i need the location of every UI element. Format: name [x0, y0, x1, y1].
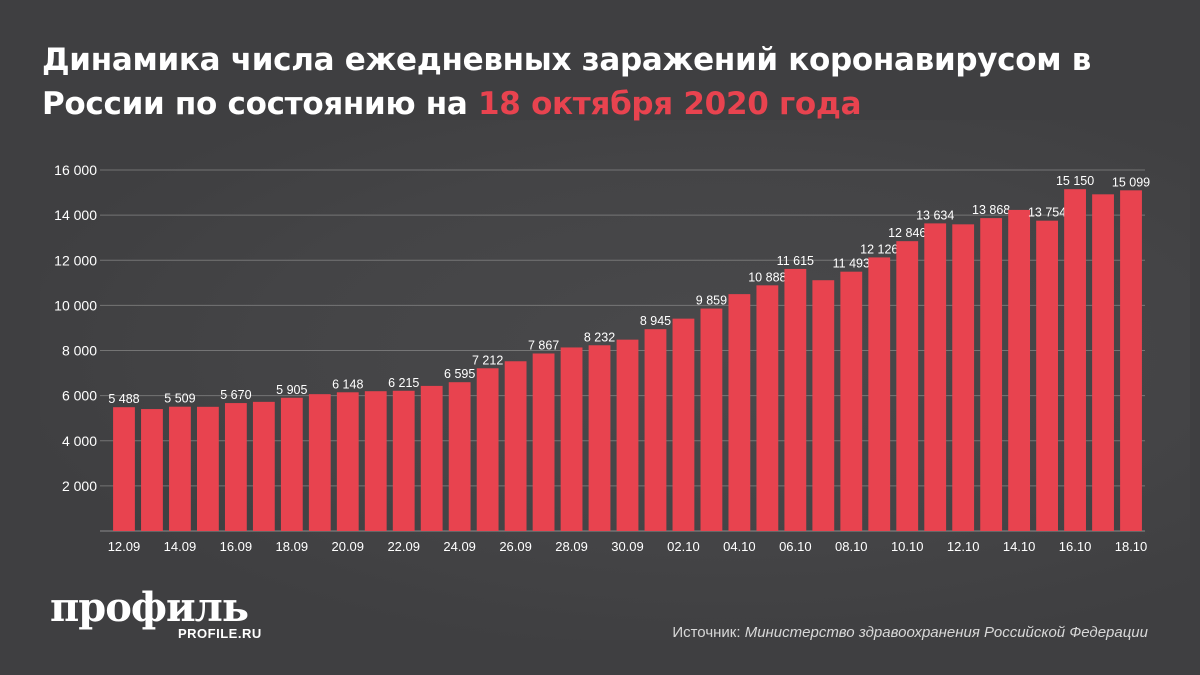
data-label: 12 846 [888, 226, 926, 240]
bar-02.10 [672, 318, 695, 531]
data-label: 13 754 [1028, 206, 1066, 220]
x-tick-label: 20.09 [331, 539, 364, 554]
bar-13.09 [141, 409, 163, 531]
bar-10.10 [896, 241, 919, 532]
bar-14.10 [1008, 209, 1031, 531]
x-tick-label: 04.10 [723, 539, 756, 554]
bar-15.10 [1036, 220, 1059, 532]
bar-06.10 [784, 268, 807, 531]
bar-16.09 [224, 403, 247, 531]
data-label: 8 945 [640, 314, 671, 328]
data-label: 13 868 [972, 203, 1010, 217]
bar-03.10 [700, 308, 723, 531]
x-tick-label: 30.09 [611, 539, 644, 554]
data-label: 5 488 [108, 392, 139, 406]
x-tick-label: 14.09 [164, 539, 197, 554]
bar-17.09 [252, 401, 275, 531]
bar-12.09 [113, 407, 135, 531]
bar-14.09 [169, 406, 191, 531]
bar-25.09 [476, 368, 499, 531]
bar-26.09 [504, 361, 527, 531]
data-label: 5 509 [164, 392, 195, 406]
data-label: 8 232 [584, 330, 615, 344]
data-label: 11 615 [777, 254, 814, 268]
x-tick-label: 24.09 [443, 539, 476, 554]
data-label: 12 126 [860, 242, 898, 256]
bar-22.09 [392, 390, 415, 531]
y-tick-label: 4 000 [62, 433, 97, 449]
bar-29.09 [588, 345, 611, 531]
x-tick-label: 28.09 [555, 539, 588, 554]
bar-13.10 [980, 218, 1003, 531]
bar-18.10 [1120, 190, 1142, 532]
y-tick-label: 6 000 [62, 388, 97, 404]
source-note: Источник: Министерство здравоохранения Р… [672, 624, 1148, 641]
x-tick-label: 02.10 [667, 539, 700, 554]
x-tick-label: 12.09 [108, 539, 141, 554]
brand-logo: профиль [50, 584, 249, 631]
y-tick-label: 2 000 [62, 478, 97, 494]
data-label: 11 493 [833, 257, 870, 271]
bar-chart: 2 000 4 000 6 000 8 000 10 000 12 000 14 000 16… [54, 162, 1150, 554]
title-date-highlight: 18 октября 2020 года [478, 86, 862, 122]
y-tick-label: 8 000 [62, 343, 97, 359]
x-tick-label: 22.09 [387, 539, 420, 554]
x-tick-label: 14.10 [1003, 539, 1036, 554]
source-name: Министерство здравоохранения Российской … [744, 624, 1148, 641]
x-tick-label: 18.10 [1115, 539, 1148, 554]
data-label: 7 867 [528, 339, 559, 353]
x-tick-label: 18.09 [276, 539, 309, 554]
y-tick-label: 10 000 [54, 297, 97, 313]
y-tick-label: 12 000 [54, 252, 97, 268]
data-label: 9 859 [696, 294, 727, 308]
source-label: Источник: [672, 624, 745, 641]
bar-09.10 [868, 257, 891, 531]
bar-11.10 [924, 223, 947, 531]
data-label: 13 634 [916, 208, 954, 222]
bar-17.10 [1092, 194, 1114, 531]
bar-18.09 [280, 397, 303, 531]
bar-07.10 [812, 280, 835, 531]
x-tick-label: 06.10 [779, 539, 812, 554]
bar-12.10 [952, 224, 975, 531]
data-label: 7 212 [472, 353, 503, 367]
y-tick-label: 16 000 [54, 162, 97, 178]
x-tick-label: 12.10 [947, 539, 980, 554]
bar-30.09 [616, 339, 639, 531]
bar-16.10 [1064, 189, 1086, 531]
bar-24.09 [448, 382, 471, 531]
data-label: 5 905 [276, 383, 307, 397]
bar-08.10 [840, 271, 863, 531]
y-tick-label: 14 000 [54, 207, 97, 223]
data-label: 15 099 [1112, 175, 1150, 189]
bar-28.09 [560, 347, 583, 531]
brand-url: PROFILE.RU [178, 626, 262, 641]
bar-23.09 [420, 385, 443, 531]
data-label: 15 150 [1056, 174, 1094, 188]
x-tick-label: 16.09 [220, 539, 253, 554]
data-label: 6 215 [388, 376, 419, 390]
x-tick-label: 10.10 [891, 539, 924, 554]
data-label: 10 888 [748, 270, 786, 284]
data-label: 6 595 [444, 367, 475, 381]
bar-21.09 [364, 391, 387, 531]
data-label: 6 148 [332, 377, 363, 391]
bar-04.10 [728, 294, 751, 531]
title-text: Динамика числа ежедневных заражений коро… [42, 42, 1092, 122]
bar-20.09 [336, 392, 359, 531]
page-title: Динамика числа ежедневных заражений коро… [42, 38, 1172, 126]
bar-19.09 [308, 394, 331, 531]
x-tick-label: 08.10 [835, 539, 868, 554]
x-tick-label: 16.10 [1059, 539, 1092, 554]
bar-05.10 [756, 285, 779, 531]
bar-15.09 [196, 406, 219, 531]
bar-01.10 [644, 329, 667, 531]
bar-27.09 [532, 353, 555, 531]
x-tick-label: 26.09 [499, 539, 532, 554]
data-label: 5 670 [220, 388, 251, 402]
